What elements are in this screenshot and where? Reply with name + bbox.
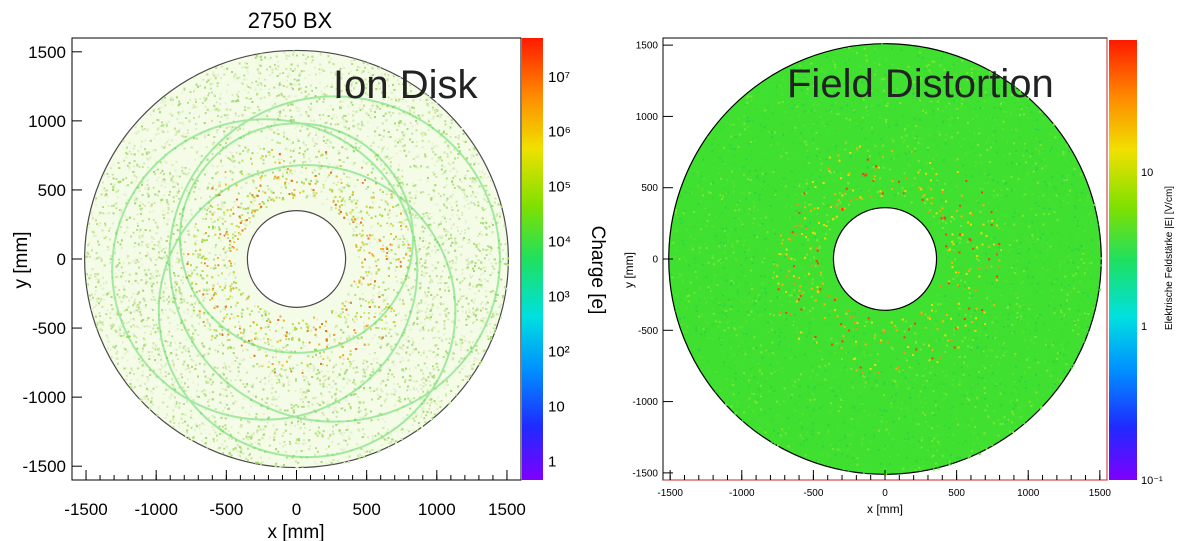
y-tick-label: 0 xyxy=(652,255,658,266)
y-tick-label: -1500 xyxy=(23,457,66,476)
x-tick-label: 1000 xyxy=(1017,488,1040,499)
x-tick-label: 1000 xyxy=(418,500,456,519)
density-speckles xyxy=(85,50,510,469)
ion-disk-x-ticks: -1500 -1000 -500 0 500 1000 1500 xyxy=(64,470,526,519)
inner-hole xyxy=(246,210,347,308)
field-distortion-color-scale-ticks: 10 1 10⁻¹ xyxy=(1141,167,1163,487)
color-scale-tick-label: 10 xyxy=(1141,167,1153,179)
x-tick-label: 500 xyxy=(948,488,965,499)
ion-disk-color-scale-label: Charge [e] xyxy=(587,226,608,315)
x-tick-label: 0 xyxy=(882,488,888,499)
field-distortion-plot-area xyxy=(668,43,1103,476)
track-rings xyxy=(111,95,501,459)
color-scale-tick-label: 1 xyxy=(1141,321,1147,333)
x-tick-label: -1500 xyxy=(657,488,683,499)
color-scale-tick-label: 10³ xyxy=(548,289,570,306)
x-tick-label: -500 xyxy=(803,488,823,499)
y-tick-label: -1000 xyxy=(23,388,66,407)
ion-disk-color-scale xyxy=(522,38,543,480)
x-tick-label: 1500 xyxy=(1089,488,1112,499)
y-tick-label: -1000 xyxy=(632,397,658,408)
y-tick-label: 1500 xyxy=(636,41,659,52)
y-tick-label: 500 xyxy=(641,183,658,194)
ion-disk-plot-area xyxy=(84,49,510,469)
y-tick-label: 500 xyxy=(38,181,66,200)
ion-disk-color-scale-ticks: 10⁷ 10⁶ 10⁵ 10⁴ 10³ 10² 10 1 xyxy=(548,69,571,471)
field-distortion-color-scale-label: Elektrische Feldstärke |E| [V/cm] xyxy=(1164,186,1175,330)
ion-disk-x-axis-label: x [mm] xyxy=(268,522,325,541)
color-scale-tick-label: 10² xyxy=(548,343,570,360)
x-tick-label: 500 xyxy=(352,500,380,519)
field-distortion-color-scale xyxy=(1109,40,1137,480)
color-scale-tick-label: 10 xyxy=(548,398,565,415)
ion-disk-annotation: Ion Disk xyxy=(333,63,478,107)
color-scale-tick-label: 10⁶ xyxy=(548,124,571,141)
field-distortion-y-ticks: 1500 1000 500 0 -500 -1000 -1500 xyxy=(632,41,673,479)
x-tick-label: -500 xyxy=(209,500,243,519)
x-tick-label: -1000 xyxy=(134,500,177,519)
density-speckles xyxy=(669,43,1103,476)
y-tick-label: 0 xyxy=(57,250,66,269)
color-scale-tick-label: 10⁴ xyxy=(548,234,571,251)
field-distortion-x-axis-label: x [mm] xyxy=(867,502,903,516)
field-distortion-y-axis-label: y [mm] xyxy=(622,252,636,288)
ion-disk-y-ticks: 1500 1000 500 0 -500 -1000 -1500 xyxy=(23,43,82,476)
y-tick-label: -500 xyxy=(32,319,66,338)
field-distortion-annotation: Field Distortion xyxy=(787,62,1054,106)
y-tick-label: 1000 xyxy=(28,112,66,131)
x-tick-label: 1500 xyxy=(488,500,526,519)
inner-hole xyxy=(832,207,938,311)
color-scale-tick-label: 10⁻¹ xyxy=(1141,475,1163,487)
chart-title: 2750 BX xyxy=(248,8,333,33)
y-tick-label: -1500 xyxy=(632,468,658,479)
x-tick-label: 0 xyxy=(292,500,301,519)
field-distortion-x-ticks: -1500 -1000 -500 0 500 1000 1500 xyxy=(657,470,1111,499)
color-scale-tick-label: 10⁵ xyxy=(548,179,571,196)
ion-disk-y-axis-label: y [mm] xyxy=(11,232,32,289)
color-scale-tick-label: 10⁷ xyxy=(548,69,570,86)
color-scale-tick-label: 1 xyxy=(548,453,556,470)
y-tick-label: -500 xyxy=(638,326,658,337)
y-tick-label: 1000 xyxy=(636,112,659,123)
x-tick-label: -1500 xyxy=(64,500,107,519)
x-tick-label: -1000 xyxy=(729,488,755,499)
y-tick-label: 1500 xyxy=(28,43,66,62)
